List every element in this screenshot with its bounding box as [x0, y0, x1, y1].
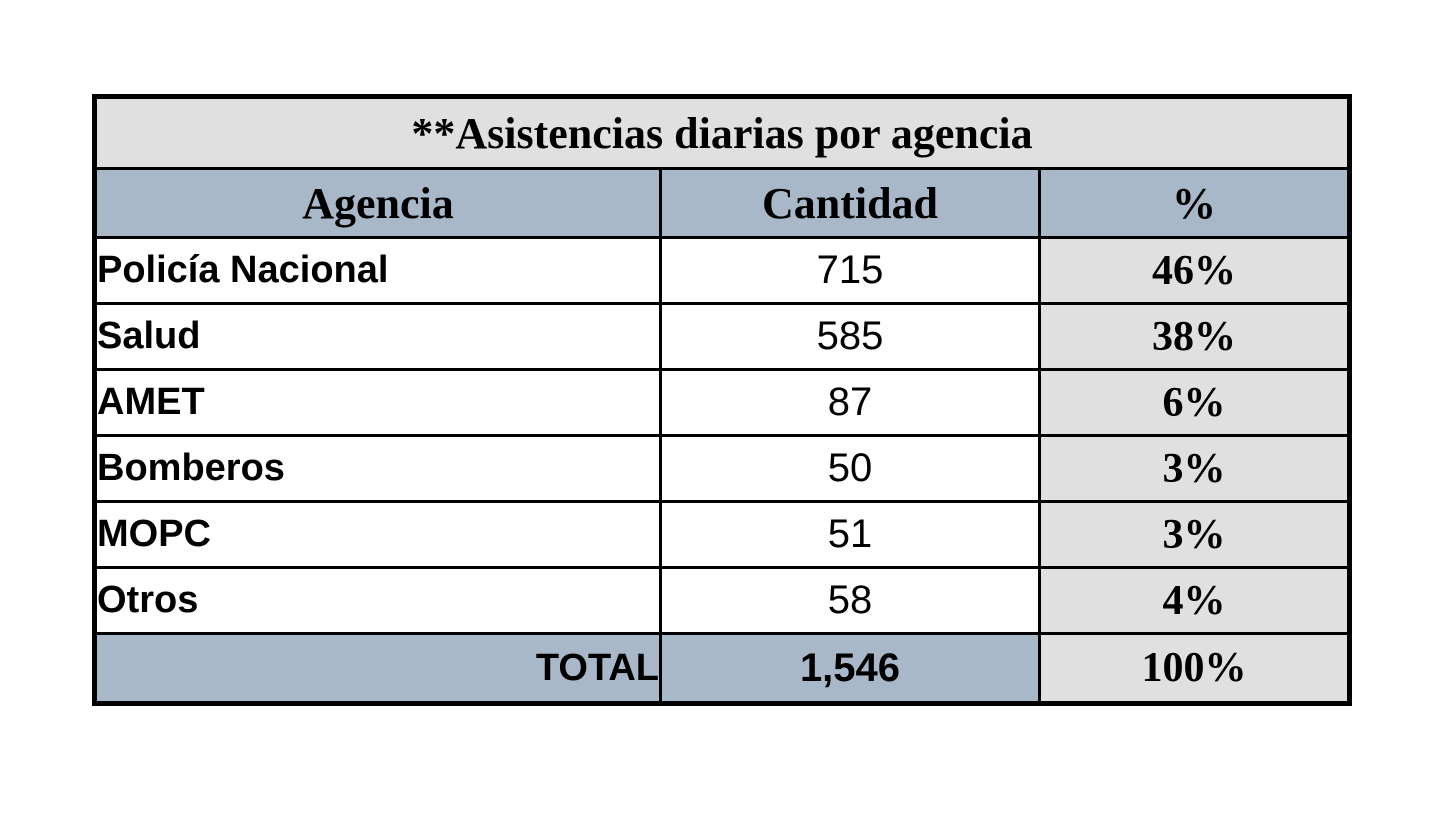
header-row: Agencia Cantidad %: [93, 167, 1352, 239]
column-header-agencia: Agencia: [93, 167, 662, 239]
total-porcentaje-cell: 100%: [1037, 632, 1352, 705]
porcentaje-cell: 38%: [1037, 302, 1352, 371]
table-row-bomberos: Bomberos 50 3%: [93, 434, 1352, 503]
cantidad-cell: 50: [659, 434, 1041, 503]
agencia-cell: MOPC: [93, 500, 662, 569]
table-row-policia-nacional: Policía Nacional 715 46%: [93, 236, 1352, 305]
table-row-salud: Salud 585 38%: [93, 302, 1352, 371]
table-row-otros: Otros 58 4%: [93, 566, 1352, 635]
asistencias-table: **Asistencias diarias por agencia Agenci…: [92, 94, 1353, 706]
cantidad-cell: 87: [659, 368, 1041, 437]
column-header-cantidad: Cantidad: [659, 167, 1041, 239]
porcentaje-cell: 6%: [1037, 368, 1352, 437]
porcentaje-cell: 3%: [1037, 500, 1352, 569]
cantidad-cell: 51: [659, 500, 1041, 569]
cantidad-cell: 715: [659, 236, 1041, 305]
table-row-mopc: MOPC 51 3%: [93, 500, 1352, 569]
porcentaje-cell: 4%: [1037, 566, 1352, 635]
column-header-porcentaje: %: [1037, 167, 1352, 239]
agencia-cell: Salud: [93, 302, 662, 371]
agencia-cell: AMET: [93, 368, 662, 437]
agencia-cell: Otros: [93, 566, 662, 635]
total-label-cell: TOTAL: [93, 632, 662, 705]
total-cantidad-cell: 1,546: [659, 632, 1041, 705]
table-title: **Asistencias diarias por agencia: [92, 95, 1352, 170]
cantidad-cell: 58: [659, 566, 1041, 635]
agencia-cell: Bomberos: [93, 434, 662, 503]
cantidad-cell: 585: [659, 302, 1041, 371]
porcentaje-cell: 3%: [1037, 434, 1352, 503]
agencia-cell: Policía Nacional: [93, 236, 662, 305]
total-row: TOTAL 1,546 100%: [93, 632, 1352, 705]
table-row-amet: AMET 87 6%: [93, 368, 1352, 437]
title-row: **Asistencias diarias por agencia: [92, 95, 1352, 170]
porcentaje-cell: 46%: [1037, 236, 1352, 305]
